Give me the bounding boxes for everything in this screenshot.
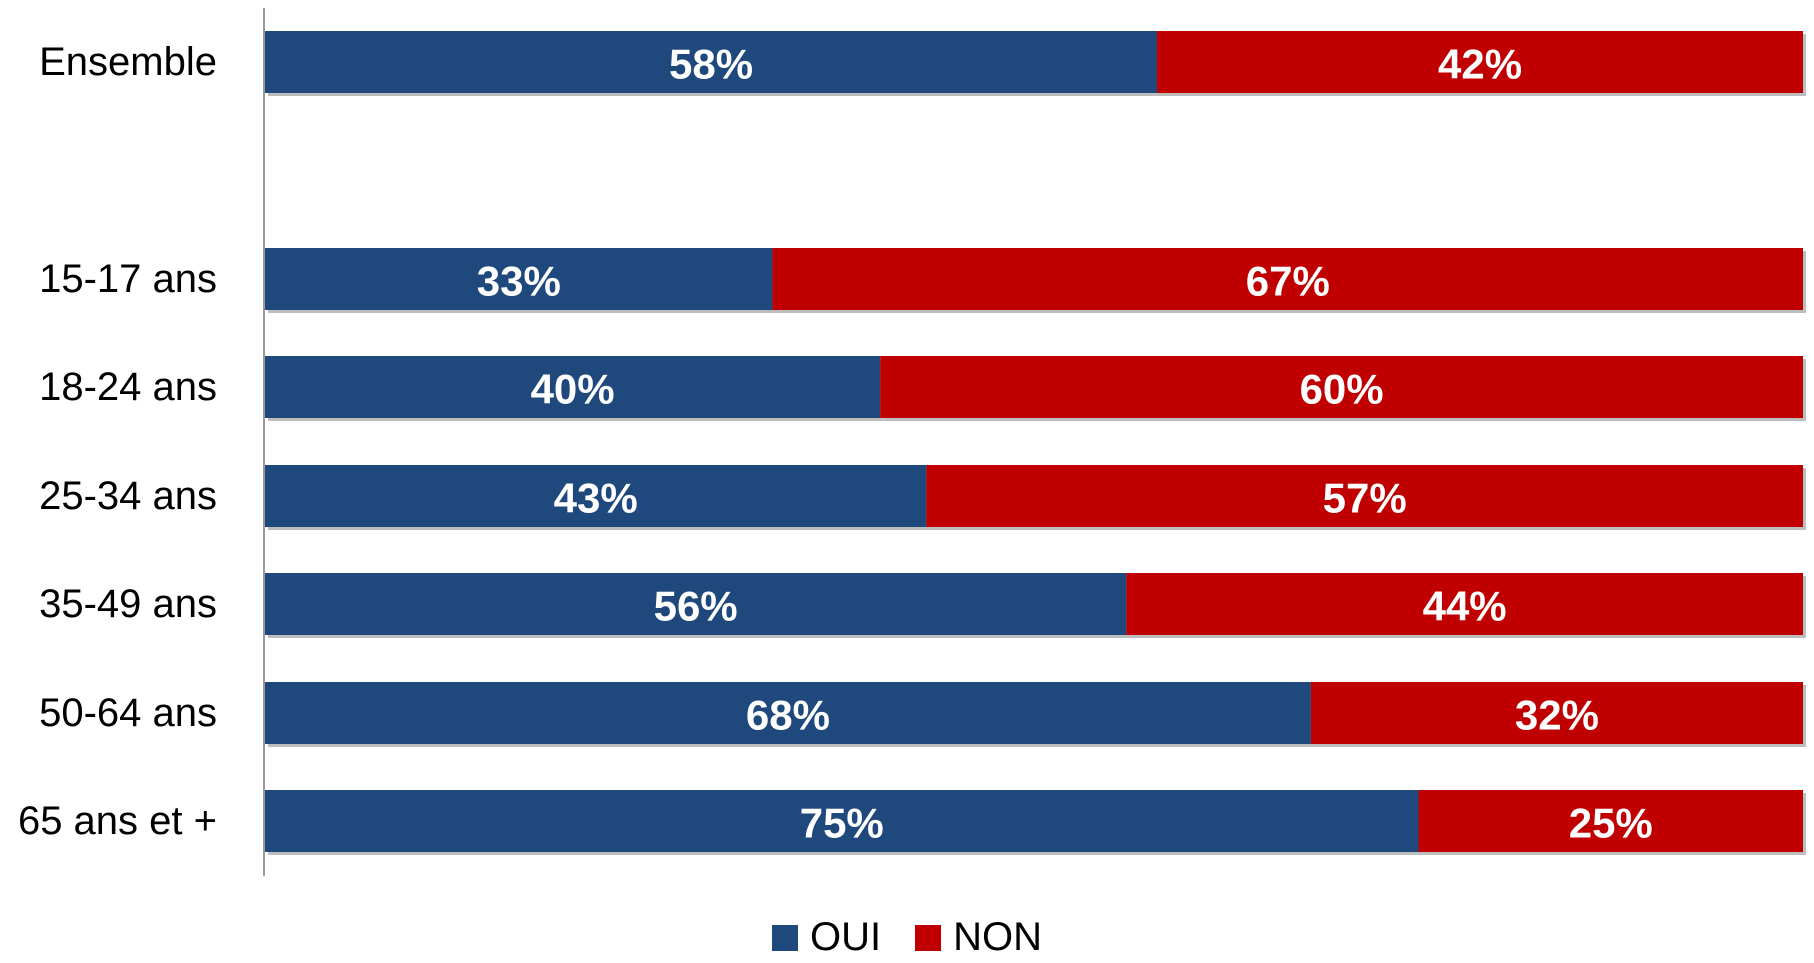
category-label-18-24-ans: 18-24 ans [39,365,217,409]
data-label-oui-50-64-ans: 68% [746,692,830,739]
category-labels-layer: Ensemble 15-17 ans 18-24 ans 25-34 ans 35-49… [18,40,217,843]
bar-oui-18-24-ans [265,356,881,418]
bar-non-15-17-ans [772,248,1803,310]
bar-non-25-34-ans [926,465,1803,527]
bar-oui-35-49-ans [265,573,1127,635]
legend-item-oui: OUI [771,915,882,960]
bars-layer: 58% 42% 33% 67% 40% 60% 43% 57% 56% 44% 68% 32% 75% 2… [265,31,1806,855]
bar-oui-ensemble [265,31,1158,93]
data-label-non-25-34-ans: 57% [1323,475,1407,522]
data-label-oui-65-ans-et: 75% [800,800,884,847]
data-label-oui-18-24-ans: 40% [531,366,615,413]
legend-item-non: NON [915,915,1042,960]
legend-label-oui: OUI [809,915,882,959]
bar-oui-25-34-ans [265,465,927,527]
data-label-non-ensemble: 42% [1438,41,1522,88]
category-label-35-49-ans: 35-49 ans [39,582,217,626]
legend-label-non: NON [953,915,1042,959]
bar-non-65-ans-et [1418,790,1803,852]
legend: OUI NON [0,915,1814,960]
legend-swatch-oui [771,924,798,951]
bar-non-50-64-ans [1310,682,1803,744]
data-label-oui-ensemble: 58% [669,41,753,88]
data-label-non-50-64-ans: 32% [1515,692,1599,739]
category-label-15-17-ans: 15-17 ans [39,257,217,301]
legend-swatch-non [915,924,942,951]
data-label-oui-15-17-ans: 33% [477,258,561,305]
bar-non-ensemble [1157,31,1803,93]
data-label-oui-35-49-ans: 56% [654,583,738,630]
data-label-oui-25-34-ans: 43% [554,475,638,522]
bar-oui-15-17-ans [265,248,773,310]
category-label-25-34-ans: 25-34 ans [39,474,217,518]
category-label-65-ans-et: 65 ans et + [18,799,217,843]
data-label-non-35-49-ans: 44% [1423,583,1507,630]
bar-non-35-49-ans [1126,573,1803,635]
bar-oui-50-64-ans [265,682,1311,744]
data-label-non-15-17-ans: 67% [1246,258,1330,305]
category-label-50-64-ans: 50-64 ans [39,691,217,735]
bar-oui-65-ans-et [265,790,1419,852]
data-label-non-18-24-ans: 60% [1300,366,1384,413]
bar-non-18-24-ans [880,356,1803,418]
data-label-non-65-ans-et: 25% [1569,800,1653,847]
category-label-ensemble: Ensemble [39,40,217,84]
